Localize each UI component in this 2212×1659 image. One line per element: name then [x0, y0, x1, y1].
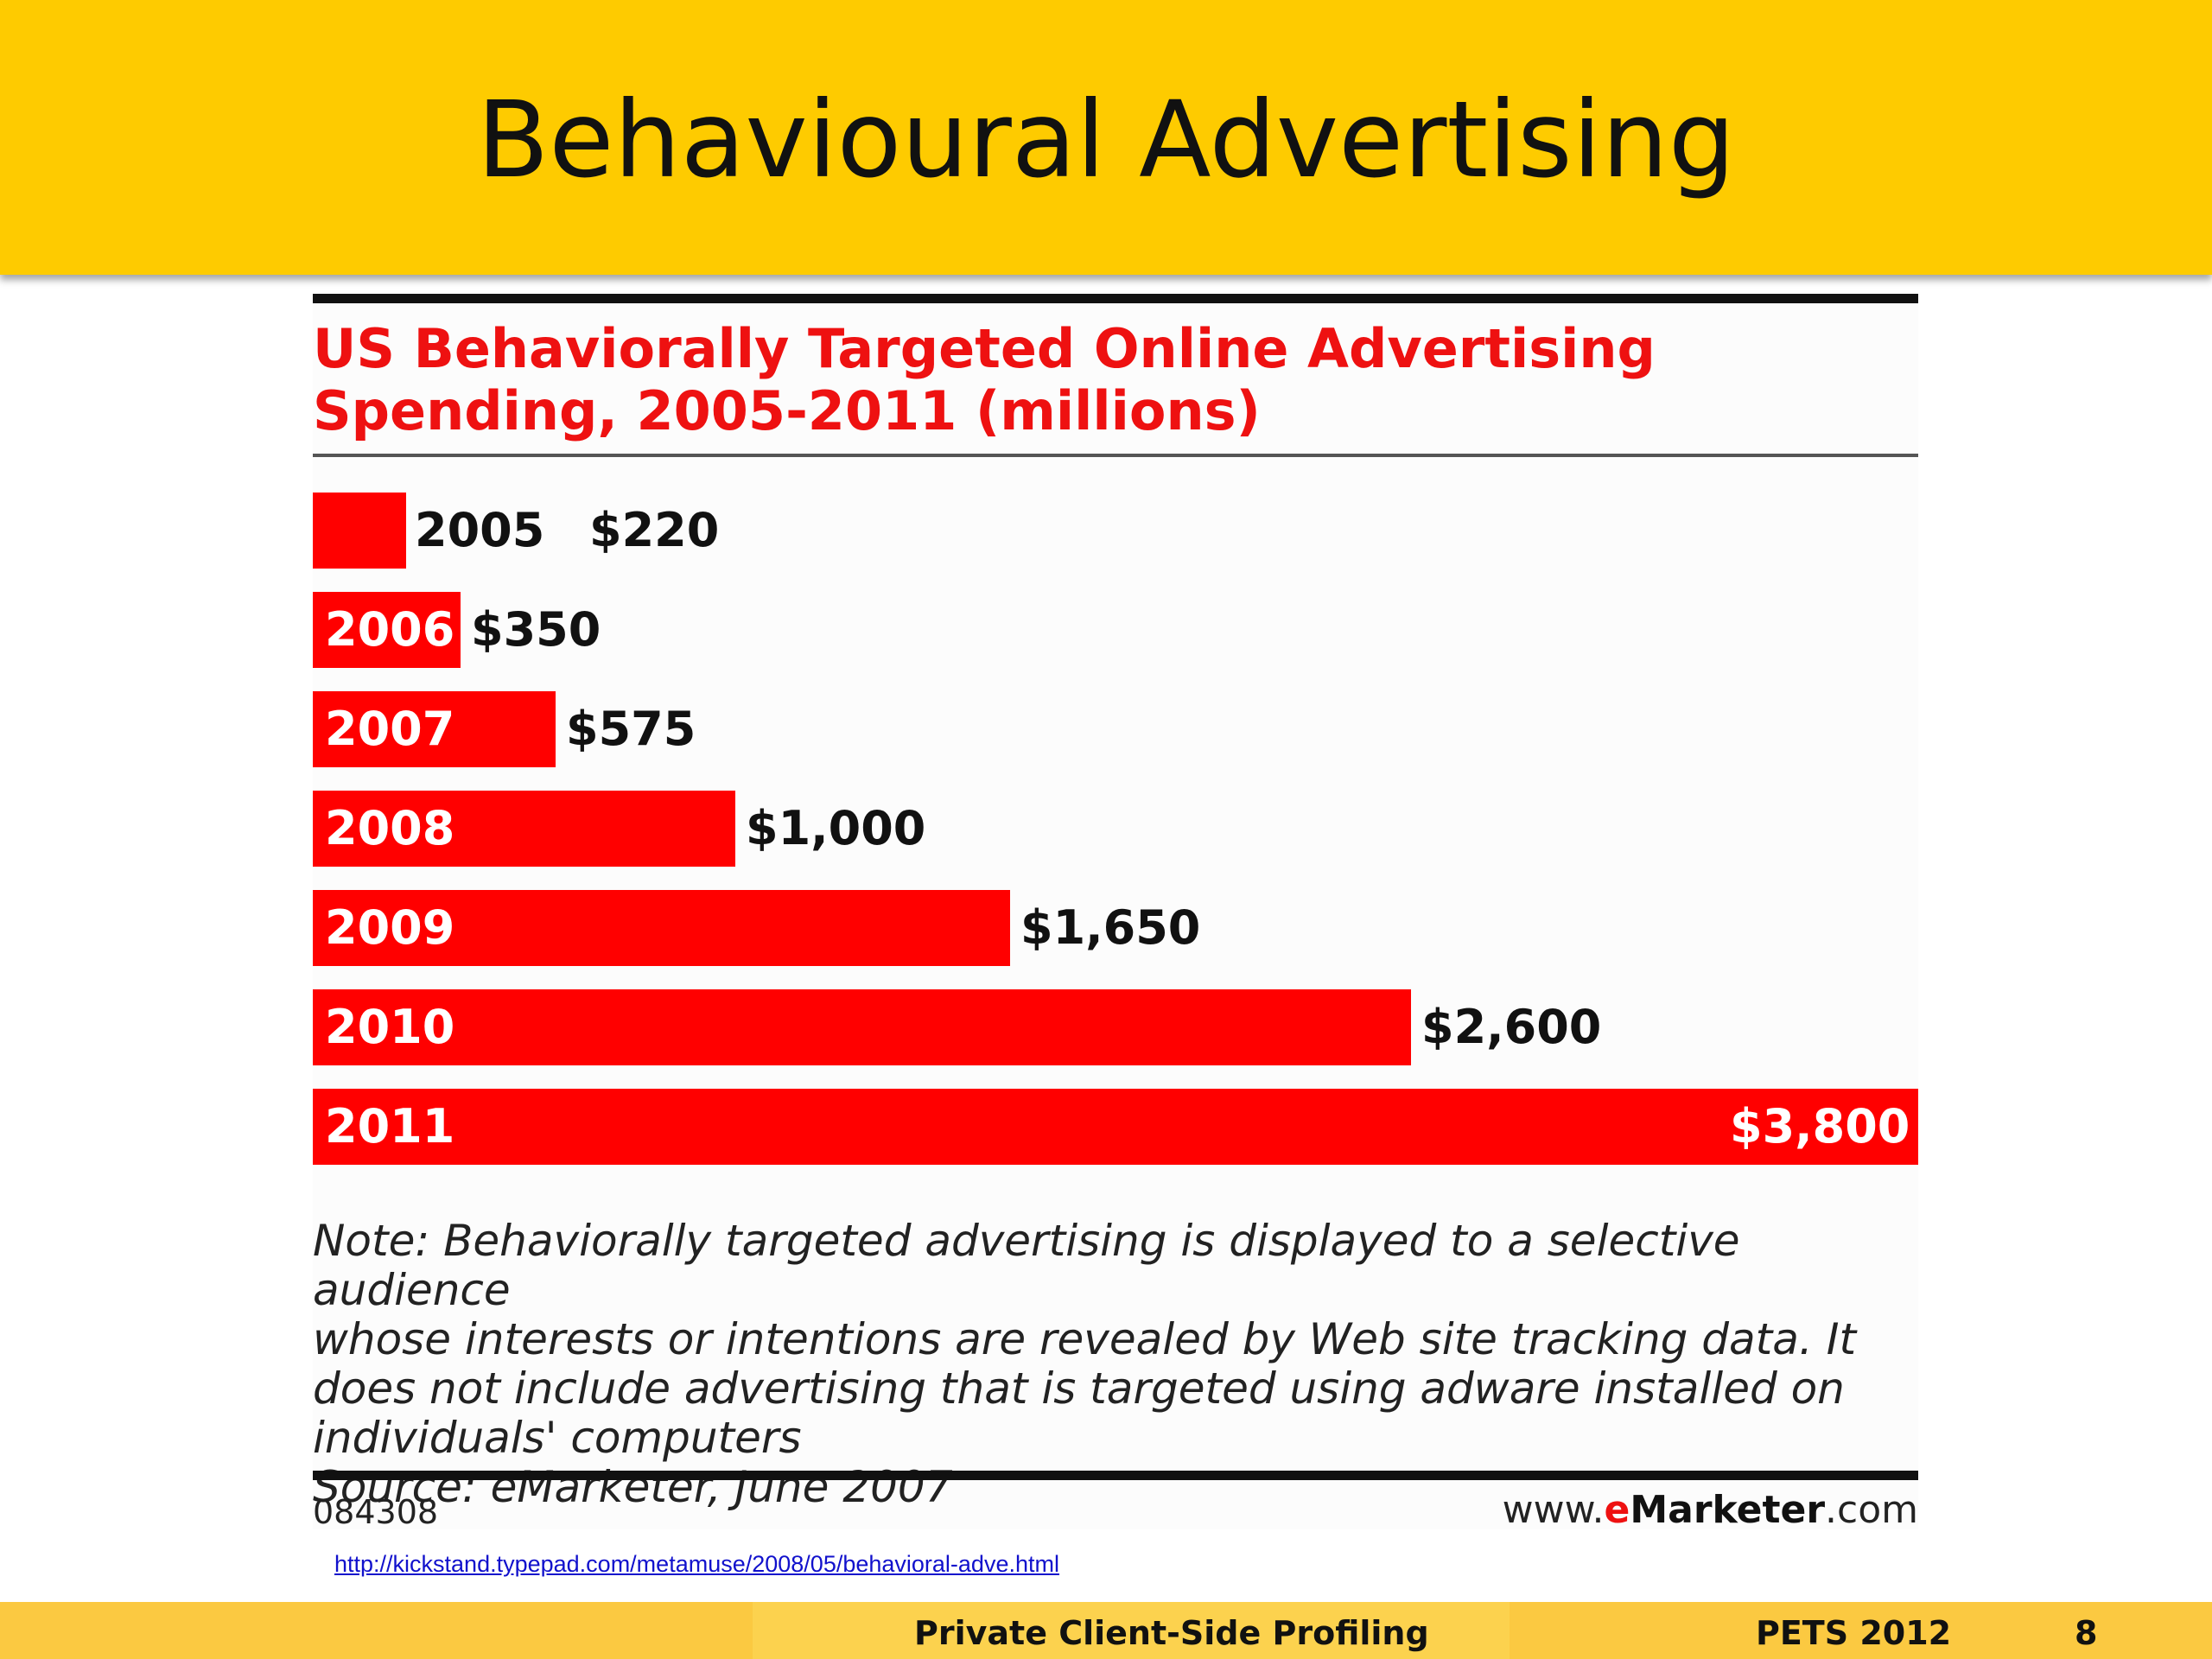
bar-2008 — [313, 791, 735, 867]
note-line: individuals' computers — [313, 1413, 802, 1463]
category-label: 2008 — [325, 801, 455, 855]
value-label: $1,000 — [746, 801, 926, 855]
footer-title: Private Client-Side Profiling — [914, 1614, 1429, 1652]
value-label: $220 — [589, 503, 720, 557]
value-label: $350 — [471, 602, 601, 657]
site-brand-rest: Marketer — [1630, 1488, 1826, 1532]
title-rule — [313, 454, 1918, 457]
category-label: 2005 — [415, 503, 545, 557]
value-label: $1,650 — [1020, 900, 1201, 955]
site-prefix: www. — [1502, 1488, 1605, 1532]
bar-plot: 2005 $220 2006 $350 2007 $575 2008 $1,000 2009 $1… — [313, 493, 1918, 1166]
footer-center-panel — [753, 1602, 1510, 1659]
chart-id: 084308 — [313, 1493, 439, 1531]
site-suffix: .com — [1825, 1488, 1918, 1532]
note-line: whose interests or intentions are reveal… — [313, 1314, 1857, 1364]
footer-bar: Private Client-Side Profiling PETS 2012 … — [0, 1602, 2212, 1659]
value-label: $3,800 — [1730, 1099, 1910, 1154]
site-logo: www.eMarketer.com — [1503, 1488, 1918, 1532]
bar-2011 — [313, 1089, 1918, 1165]
chart-note: Note: Behaviorally targeted advertising … — [313, 1217, 1918, 1512]
category-label: 2011 — [325, 1099, 455, 1154]
category-label: 2009 — [325, 900, 455, 955]
chart-title-line-1: US Behaviorally Targeted Online Advertis… — [313, 317, 1656, 380]
note-line: does not include advertising that is tar… — [313, 1363, 1845, 1414]
value-label: $575 — [566, 702, 696, 756]
category-label: 2006 — [325, 602, 455, 657]
site-brand: e — [1604, 1488, 1630, 1532]
category-label: 2007 — [325, 702, 455, 756]
footer-venue: PETS 2012 — [1756, 1614, 1952, 1652]
bottom-rule — [313, 1471, 1918, 1480]
top-rule — [313, 294, 1918, 303]
title-bar: Behavioural Advertising — [0, 0, 2212, 275]
bar-2009 — [313, 890, 1010, 966]
bar-2007 — [313, 691, 556, 767]
chart-title-line-2: Spending, 2005-2011 (millions) — [313, 379, 1261, 442]
category-label: 2010 — [325, 1000, 455, 1054]
source-link[interactable]: http://kickstand.typepad.com/metamuse/20… — [334, 1551, 1059, 1577]
chart-title: US Behaviorally Targeted Online Advertis… — [313, 318, 1918, 442]
bar-2006 — [313, 592, 461, 668]
bar-2005 — [313, 493, 406, 569]
value-label: $2,600 — [1421, 1000, 1602, 1054]
slide-title: Behavioural Advertising — [476, 79, 1736, 201]
note-line: Note: Behaviorally targeted advertising … — [313, 1216, 1740, 1315]
page-number: 8 — [2075, 1614, 2098, 1652]
chart-panel: US Behaviorally Targeted Online Advertis… — [313, 294, 1918, 1532]
bar-2010 — [313, 989, 1411, 1065]
